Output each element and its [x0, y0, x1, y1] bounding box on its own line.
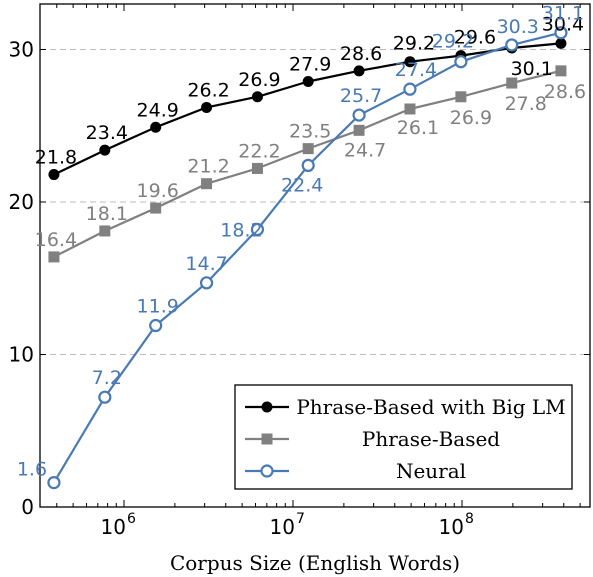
data-label-series-0-3: 26.2: [187, 79, 229, 101]
data-label-series-1-3: 21.2: [187, 156, 229, 178]
legend-marker: [260, 464, 274, 478]
series-2-point-8: [454, 55, 468, 69]
legend-entry-0: Phrase-Based with Big LM: [245, 395, 566, 419]
x-tick-label-1: 10 7: [270, 511, 305, 539]
series-1-point-6: [353, 124, 365, 136]
data-label-series-0-1: 23.4: [86, 122, 128, 144]
series-2-point-6: [352, 108, 366, 122]
data-label-series-1-4: 22.2: [238, 140, 280, 162]
data-label-series-2-7: 27.4: [395, 59, 437, 81]
data-label-series-1-8: 26.9: [450, 107, 492, 129]
data-label-series-2-8: 29.2: [432, 31, 474, 53]
x-tick-label-2: 10 8: [439, 511, 474, 539]
x-tick-label-exp: 7: [296, 511, 305, 527]
series-0-point-3: [201, 101, 213, 113]
data-label-series-1-9: 27.8: [505, 93, 547, 115]
data-label-series-1-0: 16.4: [35, 229, 77, 251]
data-label-series-0-10: 30.4: [542, 13, 584, 35]
data-label-series-2-6: 25.7: [340, 85, 382, 107]
legend-label: Neural: [396, 459, 466, 483]
data-label-series-0-6: 28.6: [340, 43, 382, 65]
data-label-series-2-9: 30.3: [497, 16, 539, 38]
y-tick-label-1: 10: [9, 343, 34, 367]
series-2-point-2: [149, 318, 163, 333]
series-1-point-9: [506, 77, 518, 89]
data-label-series-2-4: 18.2: [220, 219, 262, 241]
series-0-point-6: [353, 65, 365, 77]
legend-label: Phrase-Based with Big LM: [296, 395, 565, 419]
data-label-series-2-0: 1.6: [17, 459, 47, 481]
legend-marker: [261, 401, 273, 413]
data-label-series-1-1: 18.1: [86, 203, 128, 225]
legend-marker: [261, 433, 273, 445]
legend-box: [234, 384, 573, 490]
legend: Phrase-Based with Big LM Phrase-Based Neur…: [234, 384, 573, 490]
y-tick-label-3: 30: [9, 38, 34, 62]
x-axis-label: Corpus Size (English Words): [170, 551, 460, 575]
series-2-point-3: [199, 276, 214, 290]
data-label-series-2-2: 11.9: [137, 296, 179, 318]
data-label-series-2-3: 14.7: [185, 253, 227, 275]
x-tick-label-exp: 6: [127, 511, 136, 527]
series-1-point-1: [99, 225, 111, 237]
data-label-series-0-0: 21.8: [35, 147, 77, 169]
data-label-series-1-6: 24.7: [344, 139, 386, 161]
y-tick-label-0: 0: [21, 495, 34, 519]
series-2-point-1: [98, 390, 112, 404]
plot-frame: [39, 3, 591, 508]
data-label-series-0-8: 29.6: [454, 27, 496, 49]
data-label-series-2-10: 31.1: [542, 3, 584, 25]
series-1-point-10: [555, 65, 567, 77]
series-2-point-10: [554, 26, 568, 40]
series-2-point-4: [250, 222, 265, 237]
series-0-point-1: [99, 144, 111, 156]
series-1-point-5: [302, 143, 314, 155]
series-2-point-9: [505, 38, 519, 52]
series-1-point-3: [201, 178, 213, 190]
data-label-series-2-5: 22.4: [281, 174, 323, 196]
data-label-series-0-7: 29.2: [393, 33, 435, 55]
series-0-point-7: [404, 56, 416, 68]
series-2-point-5: [301, 158, 315, 172]
data-label-series-0-9: 30.1: [511, 58, 553, 80]
data-label-series-1-10: 28.6: [544, 81, 586, 103]
series-0-point-4: [251, 91, 263, 103]
data-label-series-1-2: 19.6: [137, 180, 179, 202]
series-0-point-0: [48, 169, 60, 181]
data-label-series-0-4: 26.9: [238, 69, 280, 91]
series-1-point-0: [48, 251, 60, 263]
y-tick-label-2: 20: [9, 190, 34, 214]
series-0-point-2: [150, 121, 162, 133]
x-tick-label-base: 10: [101, 515, 126, 539]
series-1-point-4: [251, 162, 263, 174]
series-0-point-10: [555, 37, 567, 49]
data-label-series-0-5: 27.9: [289, 54, 331, 76]
legend-label: Phrase-Based: [362, 427, 500, 451]
series-1-point-8: [455, 91, 467, 103]
legend-entry-2: Neural: [245, 459, 466, 483]
x-tick-label-exp: 8: [465, 511, 474, 527]
x-tick-label-0: 10 6: [101, 511, 136, 539]
x-tick-label-base: 10: [439, 515, 464, 539]
series-2-point-0: [47, 476, 61, 490]
data-label-series-1-5: 23.5: [289, 121, 331, 143]
data-label-series-1-7: 26.1: [397, 117, 439, 139]
series-1-point-7: [404, 103, 416, 115]
series-0-point-5: [302, 76, 314, 88]
x-tick-label-base: 10: [270, 515, 295, 539]
legend-entry-1: Phrase-Based: [245, 427, 500, 451]
data-label-series-0-2: 24.9: [137, 99, 179, 121]
series-2-point-7: [403, 82, 417, 96]
data-label-series-2-1: 7.2: [92, 367, 122, 389]
series-1-point-2: [150, 202, 162, 214]
